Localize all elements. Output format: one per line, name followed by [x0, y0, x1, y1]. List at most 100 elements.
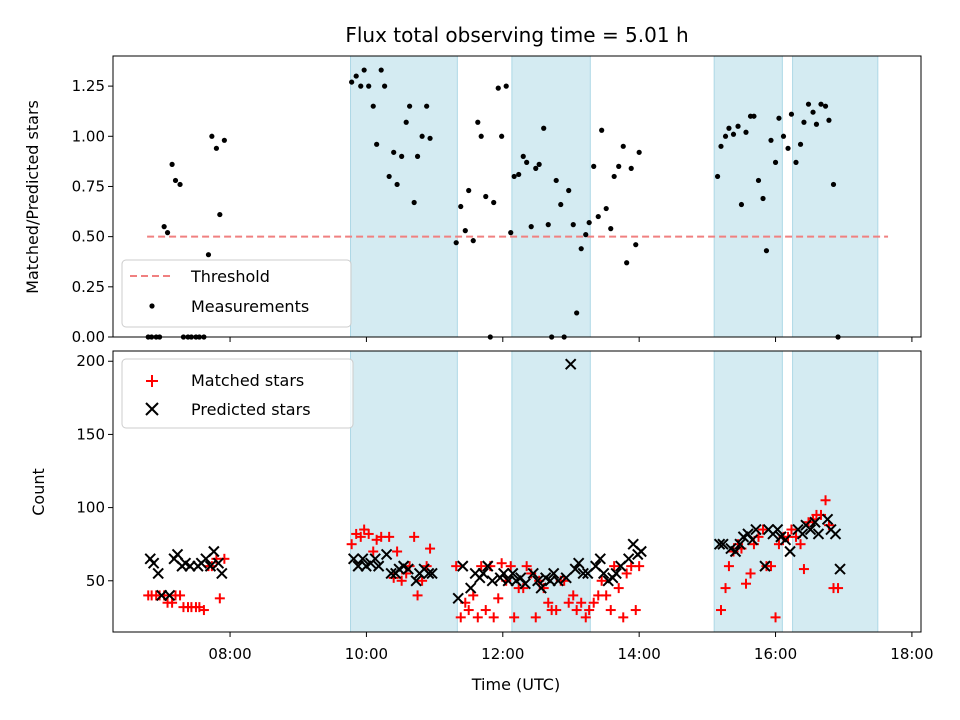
measurement-point	[358, 83, 364, 89]
predicted-mark-b	[208, 545, 220, 558]
predicted-star-point	[497, 567, 510, 580]
predicted-mark-b	[779, 534, 792, 546]
measurement-point	[516, 171, 522, 178]
measurement-point	[361, 67, 367, 73]
measurement-point	[508, 230, 514, 236]
time-x-axis-label: Time (UTC)	[471, 675, 560, 694]
measurement-point	[772, 159, 779, 165]
measurement-point	[785, 145, 791, 151]
observing-window	[713, 350, 783, 633]
count-legend-box	[121, 358, 354, 429]
predicted-star-point	[410, 575, 422, 587]
measurement-point	[503, 83, 509, 89]
measurement-point	[730, 131, 737, 137]
predicted-mark-b	[482, 560, 494, 572]
predicted-mark-b	[610, 567, 622, 580]
measurement-point	[755, 177, 762, 184]
predicted-mark-b	[590, 560, 602, 572]
measurement-point	[205, 252, 212, 258]
predicted-star-point	[734, 538, 746, 550]
count-legend: Matched stars Predicted stars	[121, 358, 354, 429]
observing-window	[792, 350, 879, 633]
predicted-mark-b	[725, 542, 737, 555]
matched-star-point	[167, 597, 178, 608]
predicted-star-point	[565, 358, 577, 370]
matched-star-point	[198, 605, 209, 616]
predicted-mark-b	[179, 557, 192, 569]
matched-star-point	[451, 561, 462, 572]
matched-star-point	[630, 605, 641, 616]
matched-star-point	[720, 583, 731, 594]
measurement-point	[553, 177, 559, 184]
measurement-point	[217, 211, 223, 218]
matched-star-point	[493, 593, 504, 604]
predicted-mark-b	[397, 560, 410, 572]
matched-star-point	[601, 590, 612, 601]
predicted-star-point	[746, 534, 759, 546]
predicted-mark-b	[796, 528, 809, 540]
measurement-point	[735, 123, 741, 129]
matched-star-point	[571, 605, 582, 616]
predicted-star-point	[809, 516, 821, 528]
predicted-star-point	[594, 553, 606, 565]
predicted-mark-b	[734, 538, 746, 550]
predicted-mark-b	[729, 545, 742, 558]
measurement-point	[726, 125, 732, 131]
predicted-star-point	[821, 513, 834, 526]
predicted-star-point	[577, 567, 589, 580]
ratio-panel: 0.00 0.25 0.50 0.75 1.00 1.25 Flux total obse…	[23, 23, 922, 346]
measurement-point	[574, 310, 580, 316]
measurement-point	[407, 103, 413, 109]
chart-title: Flux total observing time = 5.01 h	[345, 23, 688, 47]
measurement-point	[419, 133, 425, 139]
predicted-mark-b	[486, 575, 499, 587]
predicted-mark-b	[594, 553, 606, 565]
measurement-points	[145, 67, 841, 340]
measurement-point	[813, 121, 820, 127]
predicted-star-point	[729, 545, 742, 558]
predicted-star-point	[507, 567, 519, 580]
matched-star-point	[425, 543, 436, 554]
predicted-star-point	[477, 567, 489, 580]
measurement-point	[453, 240, 459, 246]
measurement-point	[624, 260, 630, 266]
count-points	[143, 358, 846, 623]
ratio-panel-frame	[112, 55, 922, 338]
matched-star-point	[740, 578, 751, 589]
measurement-point	[822, 103, 829, 109]
measurement-point	[353, 73, 359, 79]
measurement-point	[541, 125, 547, 131]
measurement-point	[391, 149, 397, 155]
legend-measurements-label: Measurements	[191, 297, 309, 316]
predicted-mark-b	[477, 567, 489, 580]
matched-star-point	[758, 524, 769, 535]
predicted-star-point	[152, 567, 164, 580]
matched-star-point	[363, 528, 374, 539]
predicted-star-point	[452, 592, 464, 605]
ratio-legend-box	[121, 259, 352, 328]
matched-star-point	[488, 612, 499, 623]
predicted-star-point	[560, 572, 572, 584]
predicted-star-point	[829, 528, 842, 540]
predicted-mark-b	[635, 545, 647, 558]
ratio-y-tick-label: 0.00	[72, 328, 105, 346]
predicted-star-point	[347, 553, 360, 565]
predicted-star-point	[357, 553, 369, 565]
legend-matched-label: Matched stars	[191, 371, 304, 390]
measurement-point	[495, 85, 501, 91]
predicted-star-point	[547, 567, 560, 580]
ratio-y-axis-label: Matched/Predicted stars	[23, 100, 42, 294]
predicted-mark-b	[147, 557, 160, 569]
observing-window	[350, 350, 458, 633]
matched-star-point	[409, 531, 420, 542]
measurement-point	[628, 165, 634, 171]
ratio-y-tick-label: 0.50	[72, 228, 105, 246]
measurement-point	[177, 181, 183, 188]
predicted-mark-b	[497, 567, 510, 580]
predicted-mark-b	[784, 545, 796, 558]
predicted-star-point	[750, 523, 762, 536]
predicted-mark-b	[357, 553, 369, 565]
predicted-star-point	[402, 563, 414, 575]
predicted-mark-b	[627, 538, 639, 550]
